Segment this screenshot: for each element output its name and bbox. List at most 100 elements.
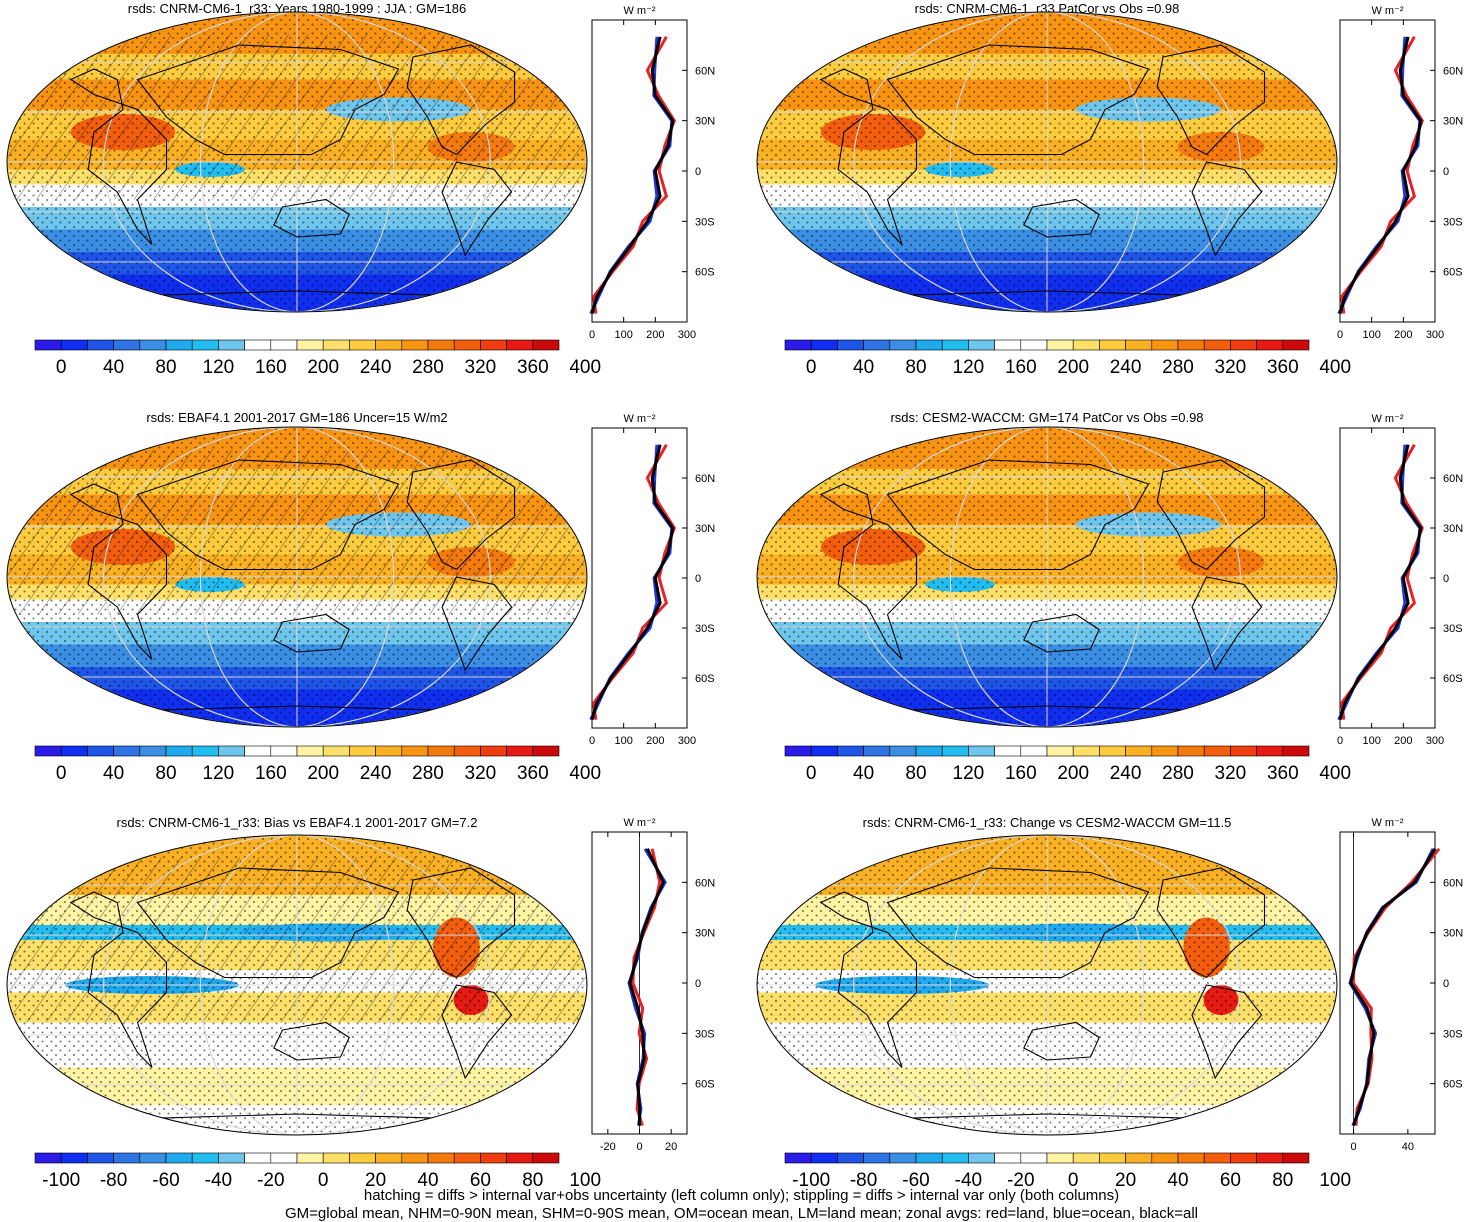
colorbar-segment [1046,1152,1074,1164]
map-border [756,11,1338,313]
graticule-lon [853,427,1241,727]
colorbar-segment [1177,745,1205,757]
colorbar-segment [810,1152,838,1164]
colorbar-segment [165,745,193,757]
zonal-line-all [1338,36,1423,315]
colorbar-segment [1099,1152,1126,1164]
colorbar-segment [1099,339,1126,351]
colorbar-segment [1203,745,1231,757]
colorbar-segment [1282,339,1310,351]
colorbar-segment [1177,339,1205,351]
zonal-x-label: 0 [1337,329,1343,341]
coastline [406,867,516,979]
colorbar-segment [349,745,376,757]
zonal-lat-label: 0 [1443,978,1449,990]
map-panel-5: rsds: CNRM-CM6-1_r33: Bias vs EBAF4.1 20… [6,815,715,1191]
colorbar-segment [1256,339,1284,351]
colorbar-segment [322,339,350,351]
zonal-lat-label: 60S [1443,673,1463,685]
colorbar-segment [1203,1152,1231,1164]
zonal-line-all [1338,444,1423,721]
colorbar-segment [1072,1152,1100,1164]
colorbar-label: 280 [1162,763,1194,784]
zonal-x-label: 300 [678,735,696,747]
zonal-lat-label: 60N [1443,877,1463,889]
coastline [1254,441,1309,473]
colorbar-label: 400 [569,763,601,784]
colorbar-label: 240 [360,357,392,378]
colorbar-segment [1020,745,1048,757]
colorbar-segment [270,745,298,757]
map-body [7,427,587,727]
colorbar-segment [968,339,995,351]
map-panel-2: rsds: CNRM-CM6-1_r33 PatCor vs Obs =0.98… [756,1,1463,378]
colorbar-label: 360 [517,357,549,378]
coastline [886,867,1150,979]
colorbar-segment [941,1152,969,1164]
coastline [69,891,168,1068]
colorbar-segment [480,1152,507,1164]
colorbar-segment [244,745,272,757]
colorbar-segment [87,339,114,351]
colorbar-segment [1072,339,1100,351]
colorbar-label: -60 [152,1170,179,1191]
colorbar-segment [401,745,429,757]
colorbar-label: 160 [255,357,287,378]
colorbar-segment [506,745,534,757]
colorbar-label: 120 [953,763,985,784]
zonal-lat-label: 60N [695,473,715,485]
coastline [504,441,559,473]
world-map [756,426,1338,728]
coastline [273,1021,350,1061]
colorbar-segment [1020,339,1048,351]
coastline [1254,849,1309,881]
zonal-lat-label: 60N [695,65,715,77]
panel-title: rsds: CNRM-CM6-1_r33: Years 1980-1999 : … [128,1,467,16]
zonal-mean-plot: W m⁻² 60N 30N 0 30S 60S 0 100 200 300 [589,413,715,747]
colorbar-label: 360 [1267,763,1299,784]
colorbar-segment [244,1152,272,1164]
colorbar-segment [810,745,838,757]
colorbar-label: -20 [257,1170,284,1191]
colorbar-label: 20 [365,1170,386,1191]
colorbar-segment [427,1152,455,1164]
colorbar-segment [270,1152,298,1164]
colorbar-segment [139,1152,167,1164]
colorbar-segment [889,1152,917,1164]
colorbar-segment [113,339,141,351]
coastline [1023,613,1100,653]
colorbar-label: -100 [792,1170,830,1191]
colorbar-segment [784,339,812,351]
colorbar-label: 320 [465,763,497,784]
zonal-x-label: 0 [589,735,595,747]
colorbar-segment [60,745,88,757]
colorbar-segment [453,745,481,757]
zonal-lat-label: 30N [695,928,715,940]
zonal-x-label: 200 [646,329,664,341]
colorbar-segment [863,1152,891,1164]
zonal-lat-label: 60N [1443,473,1463,485]
colorbar-label: 40 [853,763,874,784]
colorbar-segment [915,1152,943,1164]
map-border [756,426,1338,728]
colorbar-segment [191,339,219,351]
graticule-lon [853,835,1241,1135]
colorbar-label: 200 [1057,763,1089,784]
zonal-x-label: 200 [646,735,664,747]
zonal-line-all [590,36,675,315]
colorbar-label: 0 [1068,1170,1079,1191]
colorbar-label: 0 [806,357,817,378]
colorbar-segment [1072,745,1100,757]
coastline [1254,26,1309,58]
world-map [756,834,1338,1136]
colorbar-segment [375,745,403,757]
world-map [6,426,588,728]
colorbar-segment [1125,1152,1153,1164]
colorbar-segment [401,1152,429,1164]
zonal-line-land [1340,443,1424,720]
colorbar-segment [863,745,891,757]
zonal-lat-label: 0 [1443,573,1449,585]
colorbar-segment [889,339,917,351]
colorbar-segment [506,1152,534,1164]
zonal-lat-label: 30N [1443,523,1463,535]
